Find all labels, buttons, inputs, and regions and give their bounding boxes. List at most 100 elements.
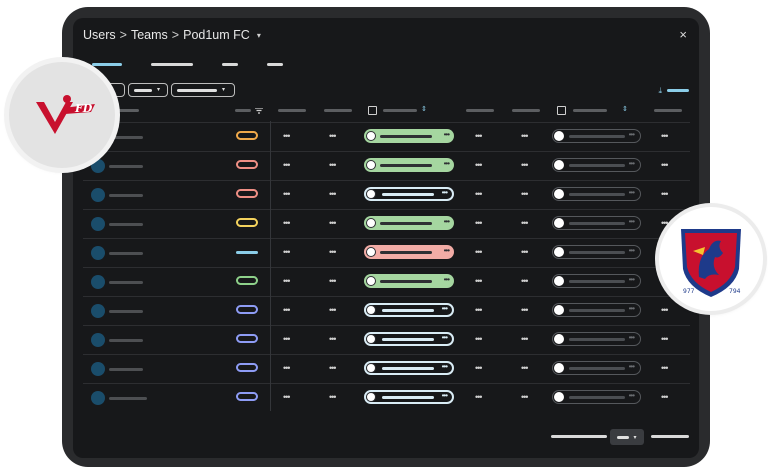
toggle-switch[interactable]: •••	[364, 303, 454, 317]
tab-1[interactable]	[92, 63, 122, 66]
chevron-down-icon[interactable]: ▾	[256, 30, 261, 40]
breadcrumb-current-team[interactable]: Pod1um FC	[183, 28, 250, 42]
ellipsis-icon[interactable]: •••	[521, 218, 529, 228]
export-button[interactable]	[667, 89, 689, 92]
toggle-switch[interactable]: •••	[364, 187, 454, 201]
tab-3[interactable]	[222, 63, 238, 66]
ellipsis-icon[interactable]: •••	[283, 189, 291, 199]
ellipsis-icon[interactable]: •••	[475, 363, 483, 373]
ellipsis-icon[interactable]: •••	[283, 334, 291, 344]
table-row[interactable]: ••• ••• ••• ••• ••• ••• •••	[83, 209, 690, 239]
column-header-8[interactable]	[573, 109, 607, 112]
ellipsis-icon[interactable]: •••	[521, 189, 529, 199]
ellipsis-icon[interactable]: •••	[521, 392, 529, 402]
column-header-6[interactable]	[466, 109, 494, 112]
sort-icon[interactable]: ⇕	[421, 106, 427, 113]
toggle-switch[interactable]: •••	[552, 187, 641, 201]
column-header-name[interactable]	[111, 109, 139, 112]
table-row[interactable]: •••••••••••••••••••••	[83, 180, 690, 210]
ellipsis-icon[interactable]: •••	[661, 160, 669, 170]
table-row[interactable]: ••• ••• ••• ••• ••• ••• •••	[83, 122, 690, 152]
toggle-switch[interactable]: •••	[364, 129, 454, 143]
ellipsis-icon[interactable]: •••	[283, 392, 291, 402]
ellipsis-icon[interactable]: •••	[329, 218, 337, 228]
table-row[interactable]: •••••••••••••••••••••	[83, 354, 690, 384]
ellipsis-icon[interactable]: •••	[475, 247, 483, 257]
page-size-select[interactable]: ▾	[610, 429, 644, 445]
ellipsis-icon[interactable]: •••	[521, 160, 529, 170]
toggle-switch[interactable]: •••	[552, 158, 641, 172]
table-row[interactable]: ••• ••• ••• ••• ••• ••• •••	[83, 325, 690, 355]
toggle-switch[interactable]: •••	[364, 274, 454, 288]
ellipsis-icon[interactable]: •••	[661, 131, 669, 141]
ellipsis-icon[interactable]: •••	[475, 334, 483, 344]
table-row[interactable]: •••••••••••••••••••••	[83, 383, 690, 413]
ellipsis-icon[interactable]: •••	[475, 276, 483, 286]
ellipsis-icon[interactable]: •••	[475, 189, 483, 199]
toggle-switch[interactable]: •••	[364, 390, 454, 404]
ellipsis-icon[interactable]: •••	[329, 247, 337, 257]
toggle-switch[interactable]: •••	[364, 216, 454, 230]
toggle-switch[interactable]: •••	[364, 158, 454, 172]
toggle-switch[interactable]: •••	[552, 332, 641, 346]
column-header-5[interactable]	[383, 109, 417, 112]
breadcrumb-users[interactable]: Users	[83, 28, 116, 42]
ellipsis-icon[interactable]: •••	[475, 160, 483, 170]
tab-4[interactable]	[267, 63, 283, 66]
ellipsis-icon[interactable]: •••	[329, 334, 337, 344]
ellipsis-icon[interactable]: •••	[283, 218, 291, 228]
ellipsis-icon[interactable]: •••	[329, 189, 337, 199]
ellipsis-icon[interactable]: •••	[475, 305, 483, 315]
ellipsis-icon[interactable]: •••	[475, 218, 483, 228]
toggle-switch[interactable]: •••	[552, 274, 641, 288]
ellipsis-icon[interactable]: •••	[283, 247, 291, 257]
ellipsis-icon[interactable]: •••	[661, 334, 669, 344]
toggle-switch[interactable]: •••	[364, 332, 454, 346]
ellipsis-icon[interactable]: •••	[521, 276, 529, 286]
ellipsis-icon[interactable]: •••	[283, 305, 291, 315]
ellipsis-icon[interactable]: •••	[283, 131, 291, 141]
ellipsis-icon[interactable]: •••	[329, 276, 337, 286]
ellipsis-icon[interactable]: •••	[283, 160, 291, 170]
table-row[interactable]: •••••••••••••••••••••	[83, 238, 690, 268]
table-row[interactable]: •••••••••••••••••••••	[83, 267, 690, 297]
breadcrumb-teams[interactable]: Teams	[130, 28, 168, 42]
ellipsis-icon[interactable]: •••	[521, 247, 529, 257]
filter-dropdown-2[interactable]: ▾	[128, 83, 168, 97]
ellipsis-icon[interactable]: •••	[283, 276, 291, 286]
toggle-switch[interactable]: •••	[552, 390, 641, 404]
ellipsis-icon[interactable]: •••	[329, 160, 337, 170]
filter-icon[interactable]	[255, 108, 263, 114]
column-header-status[interactable]	[235, 109, 251, 112]
select-all-checkbox[interactable]	[368, 106, 377, 115]
toggle-switch[interactable]: •••	[364, 245, 454, 259]
ellipsis-icon[interactable]: •••	[661, 305, 669, 315]
ellipsis-icon[interactable]: •••	[521, 334, 529, 344]
column-header-7[interactable]	[512, 109, 540, 112]
ellipsis-icon[interactable]: •••	[329, 131, 337, 141]
ellipsis-icon[interactable]: •••	[521, 305, 529, 315]
toggle-switch[interactable]: •••	[552, 216, 641, 230]
toggle-switch[interactable]: •••	[552, 303, 641, 317]
table-row[interactable]: ••• ••• ••• ••• ••• ••• •••	[83, 296, 690, 326]
toggle-switch[interactable]: •••	[552, 361, 641, 375]
column-header-3[interactable]	[278, 109, 306, 112]
filter-dropdown-3[interactable]: ▾	[171, 83, 235, 97]
ellipsis-icon[interactable]: •••	[521, 363, 529, 373]
ellipsis-icon[interactable]: •••	[475, 131, 483, 141]
ellipsis-icon[interactable]: •••	[283, 363, 291, 373]
ellipsis-icon[interactable]: •••	[329, 392, 337, 402]
ellipsis-icon[interactable]: •••	[475, 392, 483, 402]
toggle-switch[interactable]: •••	[552, 129, 641, 143]
ellipsis-icon[interactable]: •••	[521, 131, 529, 141]
tab-2[interactable]	[151, 63, 193, 66]
column-header-9[interactable]	[654, 109, 682, 112]
download-icon[interactable]: ⤓	[658, 86, 662, 95]
close-icon[interactable]: ×	[679, 27, 687, 42]
ellipsis-icon[interactable]: •••	[661, 218, 669, 228]
sort-icon[interactable]: ⇕	[622, 106, 628, 113]
select-all-checkbox-2[interactable]	[557, 106, 566, 115]
ellipsis-icon[interactable]: •••	[329, 305, 337, 315]
toggle-switch[interactable]: •••	[364, 361, 454, 375]
table-row[interactable]: ••• ••• ••• ••• ••• ••• •••	[83, 151, 690, 181]
